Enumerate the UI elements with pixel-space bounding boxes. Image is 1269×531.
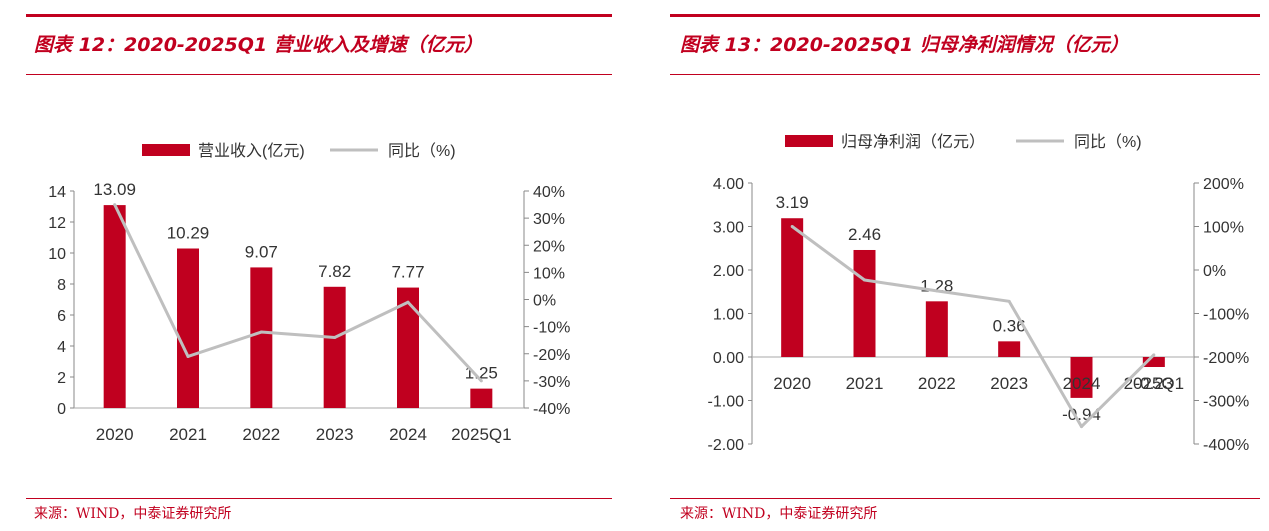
left-axis-tick-label: 14 [48, 184, 66, 201]
figure-title: 图表 13：2020-2025Q1 归母净利润情况（亿元） [680, 34, 1129, 56]
category-label: 2022 [242, 425, 280, 444]
left-axis-tick-label: 12 [48, 215, 66, 232]
category-label: 2023 [990, 374, 1028, 393]
right-axis-tick-label: 40% [533, 184, 565, 201]
net-profit-chart: 归母净利润（亿元） 同比（%) -2.00 -1.00 0.00 1.00 2.00 3.00… [708, 133, 1250, 454]
bar-2020 [781, 218, 804, 357]
left-axis-tick-label: 0 [57, 401, 66, 418]
bar-2024 [1070, 357, 1093, 398]
legend-bar-label: 营业收入(亿元) [198, 142, 305, 160]
yoy-point-2023 [1007, 299, 1011, 303]
source-note: 来源：WIND，中泰证券研究所 [34, 506, 232, 522]
left-axis-tick-label: 6 [57, 308, 66, 325]
bar-2023 [998, 341, 1021, 357]
legend-line-label: 同比（%) [1074, 133, 1142, 151]
bar-value-label: 3.19 [776, 193, 809, 212]
yoy-point-2025Q1 [1152, 353, 1156, 357]
legend-bar-swatch [142, 144, 190, 156]
bar-value-label: 7.82 [318, 262, 351, 281]
bar-value-label: 1.25 [465, 364, 498, 383]
bar-value-label: -0.23 [1134, 374, 1173, 393]
yoy-point-2020 [113, 203, 117, 207]
left-axis-tick-label: 1.00 [713, 307, 744, 324]
bar-2022 [250, 267, 273, 408]
left-axis-tick-label: 4.00 [713, 176, 744, 193]
bar-value-label: 10.29 [167, 224, 210, 243]
bar-value-label: 7.77 [391, 263, 424, 282]
yoy-line [113, 203, 483, 382]
category-label: 2024 [1063, 374, 1101, 393]
left-axis-tick-label: 2.00 [713, 263, 744, 280]
category-label: 2021 [169, 425, 207, 444]
right-axis-tick-label: 0% [1203, 263, 1226, 280]
top-rule [26, 14, 612, 17]
bar-2021 [853, 249, 876, 357]
category-label: 2020 [773, 374, 811, 393]
bar-2023 [323, 286, 346, 408]
right-axis-tick-label: -10% [533, 320, 570, 337]
left-axis-tick-label: 3.00 [713, 220, 744, 237]
right-axis-tick-label: 30% [533, 211, 565, 228]
right-axis-tick-label: -40% [533, 401, 570, 418]
right-axis-tick-label: -400% [1203, 437, 1249, 454]
yoy-point-2020 [790, 225, 794, 228]
bar-value-label: 9.07 [245, 242, 278, 261]
chart-panel-net-profit: 图表 13：2020-2025Q1 归母净利润情况（亿元） 归母净利润（亿元） 同… [660, 0, 1269, 531]
bar-2022 [925, 301, 948, 357]
bar-2025Q1 [470, 388, 493, 408]
chart-panel-revenue: 图表 12：2020-2025Q1 营业收入及增速（亿元） 营业收入(亿元) 同比… [0, 0, 620, 531]
right-axis-tick-label: 10% [533, 265, 565, 282]
bottom-rule [26, 498, 612, 499]
bar-2025Q1 [1142, 357, 1165, 368]
bar-value-label: 13.09 [93, 180, 136, 199]
bottom-rule [670, 498, 1260, 499]
left-axis-tick-label: 0.00 [713, 350, 744, 367]
right-axis-tick-label: 0% [533, 293, 556, 310]
legend-bar-swatch [785, 135, 833, 147]
revenue-chart: 营业收入(亿元) 同比（%) 0 2 4 6 8 10 12 14 -40% -30% -20% -10%… [48, 142, 570, 444]
left-axis-tick-label: -1.00 [708, 394, 745, 411]
category-label: 2025Q1 [1124, 374, 1185, 393]
left-axis-tick-label: -2.00 [708, 437, 745, 454]
category-label: 2020 [96, 425, 134, 444]
title-rule [26, 74, 612, 75]
right-axis-tick-label: 20% [533, 238, 565, 255]
yoy-point-2025Q1 [479, 379, 483, 383]
left-axis-tick-label: 4 [57, 339, 66, 356]
left-axis-tick-label: 10 [48, 246, 66, 263]
yoy-point-2024 [1080, 425, 1083, 429]
left-axis-tick-label: 8 [57, 277, 66, 294]
yoy-point-2021 [186, 354, 190, 358]
figure-title: 图表 12：2020-2025Q1 营业收入及增速（亿元） [34, 34, 483, 56]
right-axis-tick-label: -300% [1203, 394, 1249, 411]
category-label: 2023 [316, 425, 354, 444]
right-axis-tick-label: -20% [533, 347, 570, 364]
left-axis-tick-label: 2 [57, 370, 66, 387]
category-label: 2024 [389, 425, 427, 444]
right-axis-tick-label: -100% [1203, 307, 1249, 324]
right-axis-tick-label: -30% [533, 374, 570, 391]
right-axis-tick-label: -200% [1203, 350, 1249, 367]
yoy-line [791, 225, 1155, 429]
legend-bar-label: 归母净利润（亿元） [841, 133, 985, 151]
category-label: 2022 [918, 374, 956, 393]
right-axis-tick-label: 200% [1203, 176, 1244, 193]
bar-value-label: 2.46 [848, 225, 881, 244]
top-rule [670, 14, 1260, 17]
bar-value-label: 0.36 [993, 316, 1026, 335]
category-label: 2025Q1 [451, 425, 512, 444]
yoy-point-2022 [259, 330, 263, 334]
source-note: 来源：WIND，中泰证券研究所 [680, 506, 878, 522]
bar-2024 [397, 287, 419, 408]
bar-2021 [177, 248, 199, 408]
yoy-point-2023 [333, 335, 337, 339]
yoy-point-2022 [935, 289, 939, 293]
category-label: 2021 [846, 374, 884, 393]
legend-line-label: 同比（%) [388, 142, 456, 160]
bar-2020 [103, 205, 126, 408]
title-rule [670, 74, 1260, 75]
yoy-point-2024 [406, 300, 410, 304]
right-axis-tick-label: 100% [1203, 220, 1244, 237]
yoy-point-2021 [863, 278, 866, 282]
